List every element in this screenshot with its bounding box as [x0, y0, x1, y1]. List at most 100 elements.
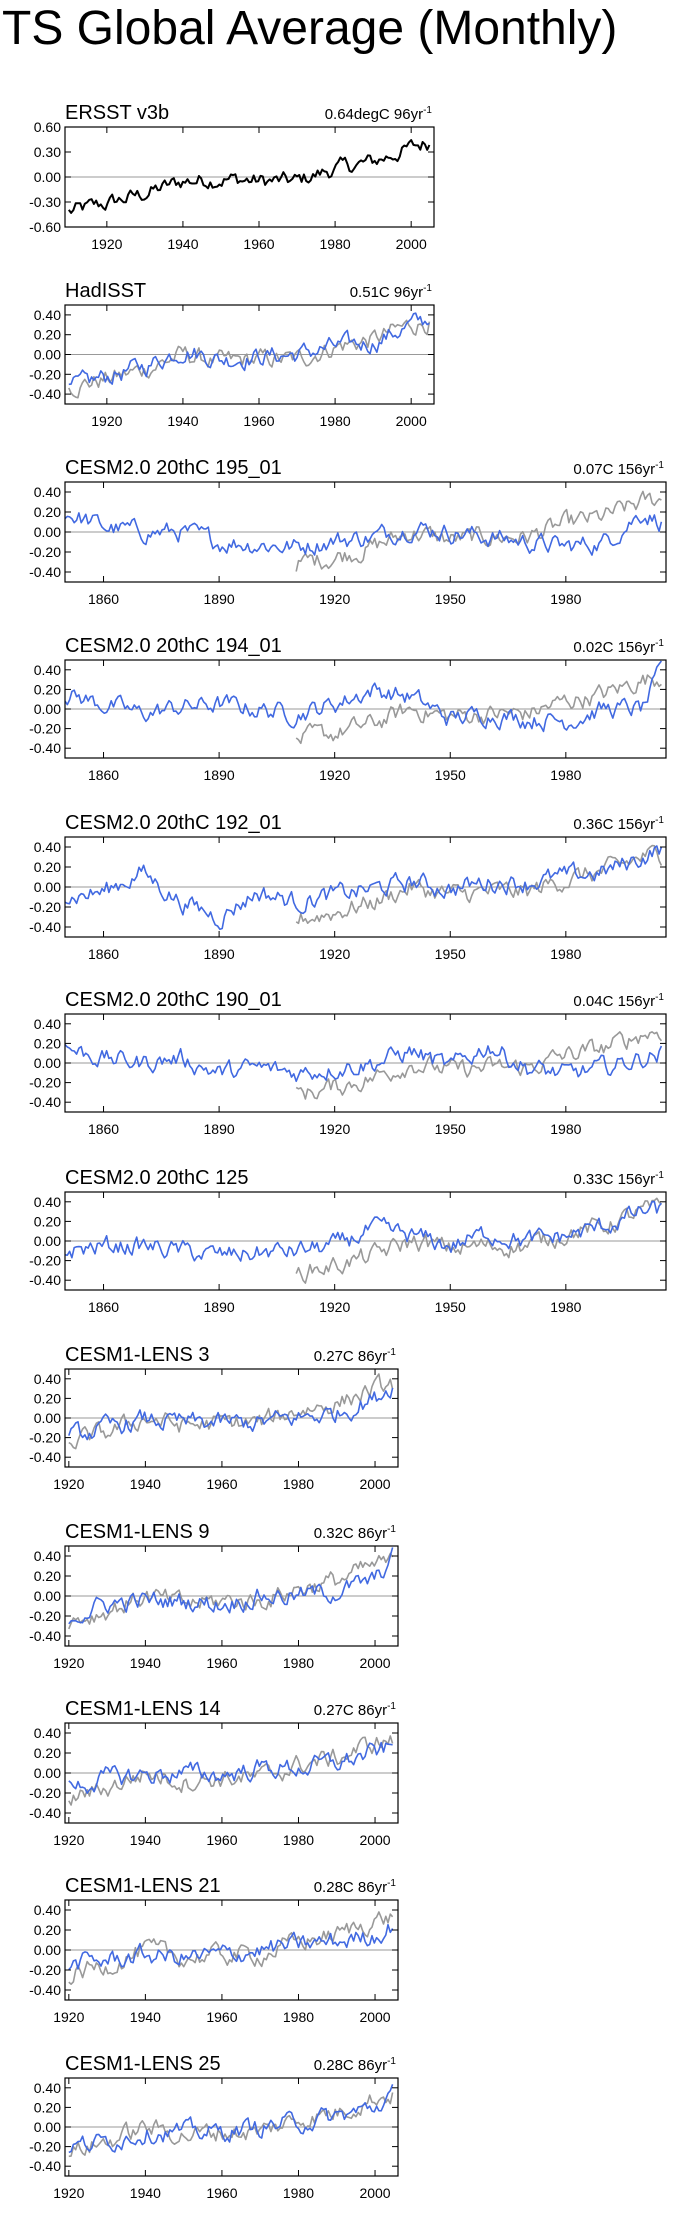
y-tick-label: -0.40 [29, 1449, 61, 1465]
x-tick-label: 1920 [319, 591, 350, 607]
series-line-observed [295, 674, 662, 745]
y-tick-label: 0.40 [34, 662, 61, 678]
trend-label: 0.32C 86yr-1 [314, 1524, 397, 1542]
trend-label: 0.33C 156yr-1 [573, 1170, 664, 1188]
trend-exponent: -1 [387, 1347, 396, 1358]
x-tick-label: 1980 [550, 767, 581, 783]
chart-panel-3: CESM2.0 20thC 195_01 0.07C 156yr-1 0.40 0.2… [29, 457, 667, 607]
y-tick-label: -0.40 [29, 919, 61, 935]
y-tick-label: -0.40 [29, 386, 61, 402]
series-line-model [68, 312, 430, 386]
chart-panel-7: CESM2.0 20thC 125 0.33C 156yr-1 0.40 0.20 0.… [29, 1167, 667, 1315]
x-tick-label: 1980 [550, 946, 581, 962]
panel-title: ERSST v3b [65, 102, 169, 124]
x-tick-label: 1950 [435, 1121, 466, 1137]
y-tick-label: 0.20 [34, 681, 61, 697]
x-tick-label: 1950 [435, 1299, 466, 1315]
x-tick-label: 1960 [206, 1832, 237, 1848]
trend-exponent: -1 [655, 1170, 664, 1181]
y-tick-label: -0.20 [29, 721, 61, 737]
series-line-model [65, 845, 663, 931]
y-tick-label: 0.40 [34, 1194, 61, 1210]
series-line-observed [68, 1735, 394, 1806]
x-tick-label: 1860 [88, 1121, 119, 1137]
series-line-model [65, 1200, 663, 1262]
x-tick-label: 1980 [283, 1476, 314, 1492]
trend-exponent: -1 [655, 815, 664, 826]
x-tick-label: 1920 [53, 2009, 84, 2025]
trend-label: 0.51C 96yr-1 [350, 283, 433, 301]
y-tick-label: 0.20 [34, 1568, 61, 1584]
y-tick-label: -0.20 [29, 1430, 61, 1446]
chart-panel-8: CESM1-LENS 3 0.27C 86yr-1 0.40 0.20 0.00 -0.2… [29, 1344, 399, 1492]
y-tick-label: 0.00 [34, 1055, 61, 1071]
x-tick-label: 1980 [283, 2185, 314, 2201]
x-tick-label: 2000 [359, 1655, 390, 1671]
y-tick-label: 0.20 [34, 2099, 61, 2115]
x-tick-label: 1920 [319, 767, 350, 783]
series-line-observed [68, 2092, 394, 2158]
y-tick-label: 0.20 [34, 859, 61, 875]
trend-exponent: -1 [423, 105, 432, 116]
x-tick-label: 1890 [204, 1121, 235, 1137]
y-tick-label: -0.20 [29, 1785, 61, 1801]
chart-panel-10: CESM1-LENS 14 0.27C 86yr-1 0.40 0.20 0.00 -0.… [29, 1698, 399, 1848]
x-tick-label: 1960 [206, 2185, 237, 2201]
x-tick-label: 1980 [550, 1121, 581, 1137]
y-tick-label: 0.00 [34, 1410, 61, 1426]
chart-panel-5: CESM2.0 20thC 192_01 0.36C 156yr-1 0.40 0.2… [29, 812, 667, 962]
x-tick-label: 1960 [243, 236, 274, 252]
series-line-observed [68, 1552, 394, 1630]
y-tick-label: -0.20 [29, 366, 61, 382]
trend-value: 0.64degC 96yr [325, 106, 423, 123]
series-line-model [68, 1741, 393, 1794]
page-title: TS Global Average (Monthly) [2, 2, 618, 55]
x-tick-label: 2000 [359, 1476, 390, 1492]
x-tick-label: 1860 [88, 591, 119, 607]
x-tick-label: 1940 [130, 1655, 161, 1671]
x-tick-label: 1920 [319, 1299, 350, 1315]
panel-title: HadISST [65, 280, 146, 302]
y-tick-label: 0.00 [34, 524, 61, 540]
x-tick-label: 2000 [359, 2185, 390, 2201]
x-tick-label: 2000 [396, 236, 427, 252]
chart-panel-11: CESM1-LENS 21 0.28C 86yr-1 0.40 0.20 0.00 -0.… [29, 1875, 399, 2025]
panel-title: CESM1-LENS 21 [65, 1875, 221, 1897]
trend-exponent: -1 [655, 638, 664, 649]
y-tick-label: -0.20 [29, 1075, 61, 1091]
y-tick-label: -0.60 [29, 219, 61, 235]
panel-title: CESM2.0 20thC 195_01 [65, 457, 282, 479]
trend-label: 0.27C 86yr-1 [314, 1347, 397, 1365]
y-tick-label: 0.00 [34, 169, 61, 185]
chart-panel-4: CESM2.0 20thC 194_01 0.02C 156yr-1 0.40 0.2… [29, 635, 667, 783]
y-tick-label: 0.00 [34, 1233, 61, 1249]
trend-exponent: -1 [423, 283, 432, 294]
x-tick-label: 1960 [206, 2009, 237, 2025]
chart-panel-9: CESM1-LENS 9 0.32C 86yr-1 0.40 0.20 0.00 -0.2… [29, 1521, 399, 1671]
series-line-observed [295, 490, 662, 572]
trend-exponent: -1 [387, 1701, 396, 1712]
y-tick-label: -0.20 [29, 1962, 61, 1978]
x-tick-label: 1890 [204, 591, 235, 607]
x-tick-label: 1940 [130, 1476, 161, 1492]
chart-panel-6: CESM2.0 20thC 190_01 0.04C 156yr-1 0.40 0.2… [29, 989, 667, 1137]
x-tick-label: 1980 [283, 1655, 314, 1671]
chart-panel-12: CESM1-LENS 25 0.28C 86yr-1 0.40 0.20 0.00 -0.… [29, 2053, 399, 2201]
x-tick-label: 1950 [435, 946, 466, 962]
panel-title: CESM2.0 20thC 192_01 [65, 812, 282, 834]
y-tick-label: -0.20 [29, 544, 61, 560]
series-line-observed [68, 1373, 394, 1450]
x-tick-label: 2000 [396, 413, 427, 429]
y-tick-label: -0.20 [29, 1608, 61, 1624]
panel-title: CESM1-LENS 3 [65, 1344, 210, 1366]
y-tick-label: 0.40 [34, 2080, 61, 2096]
panel-title: CESM1-LENS 14 [65, 1698, 221, 1720]
trend-label: 0.28C 86yr-1 [314, 2056, 397, 2074]
trend-value: 0.07C 156yr [573, 461, 655, 478]
x-tick-label: 1860 [88, 1299, 119, 1315]
trend-exponent: -1 [387, 2056, 396, 2067]
y-tick-label: 0.40 [34, 1725, 61, 1741]
panel-title: CESM1-LENS 25 [65, 2053, 221, 2075]
y-tick-label: 0.20 [34, 1035, 61, 1051]
series-line-model [68, 1547, 394, 1625]
